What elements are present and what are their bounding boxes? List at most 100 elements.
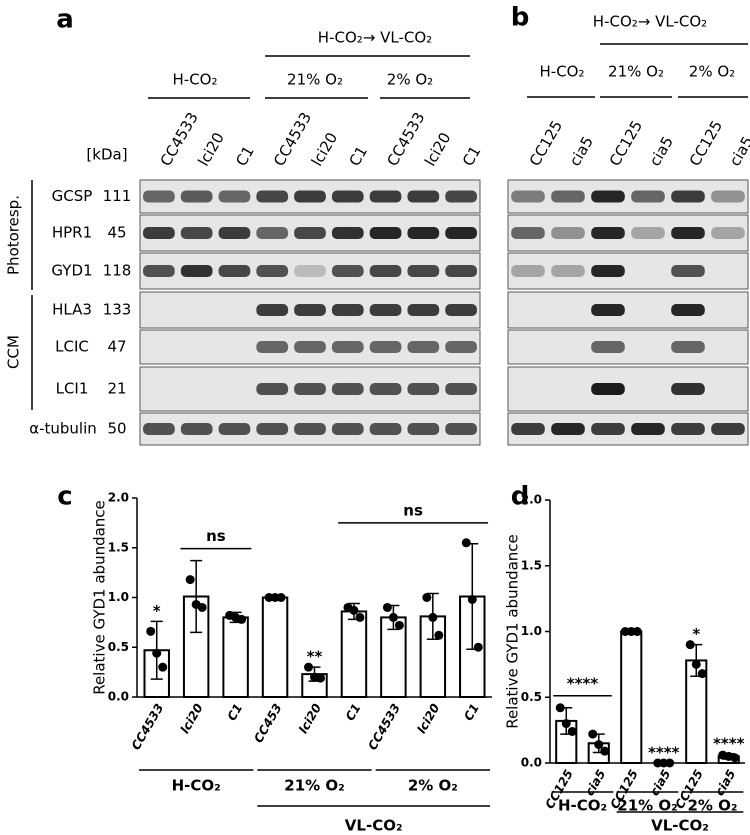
y-tick-label: 1.0 xyxy=(521,624,542,638)
blot-strip xyxy=(507,252,749,290)
band xyxy=(511,190,545,203)
x-tick-label: lci20 xyxy=(414,701,442,736)
x-tick-label: lci20 xyxy=(296,701,324,736)
replicate-point xyxy=(473,642,483,652)
blot-strip xyxy=(507,179,749,214)
y-axis-label: Relative GYD1 abundance xyxy=(504,534,522,729)
band xyxy=(294,341,326,353)
replicate-point xyxy=(685,640,695,650)
band xyxy=(331,423,364,435)
replicate-point xyxy=(422,593,432,602)
band xyxy=(551,190,585,203)
band xyxy=(407,423,440,435)
replicate-point xyxy=(588,729,598,739)
band xyxy=(219,341,251,353)
band xyxy=(407,383,440,395)
x-tick-label: cia5 xyxy=(712,767,738,798)
panel-letter: b xyxy=(511,3,530,33)
band xyxy=(407,265,440,277)
band xyxy=(143,304,175,316)
group-label: H-CO₂ xyxy=(540,63,585,81)
band xyxy=(294,383,326,395)
band xyxy=(143,265,175,277)
group-label: H-CO₂ xyxy=(173,71,218,89)
blot-strip xyxy=(507,329,749,365)
supergroup-label: VL-CO₂ xyxy=(345,817,403,835)
y-tick-label: 1.5 xyxy=(108,540,129,554)
band xyxy=(256,423,289,435)
replicate-point xyxy=(600,746,610,756)
band xyxy=(294,265,326,277)
replicate-point xyxy=(355,612,365,622)
band xyxy=(369,304,402,316)
band xyxy=(331,190,364,203)
lane-label: C1 xyxy=(232,143,258,169)
significance-label: * xyxy=(692,625,700,643)
band xyxy=(711,383,745,395)
band xyxy=(591,265,625,277)
lane-label: cia5 xyxy=(646,133,677,169)
band xyxy=(331,383,364,395)
replicate-point xyxy=(632,627,642,636)
kda-value: 50 xyxy=(107,420,126,438)
treatment-header: H-CO₂→ VL-CO₂ xyxy=(593,13,707,31)
band xyxy=(180,423,213,435)
x-tick-label: CC4533 xyxy=(365,701,403,752)
band xyxy=(256,190,289,203)
band xyxy=(256,304,289,316)
panel-letter: a xyxy=(56,5,74,35)
band xyxy=(143,383,175,395)
protein-label: HPR1 xyxy=(52,224,92,242)
band xyxy=(294,227,326,239)
band xyxy=(331,227,364,239)
significance-label: ** xyxy=(307,648,323,666)
x-tick-label: lci20 xyxy=(178,701,206,736)
bracket-label: ns xyxy=(206,527,226,545)
band xyxy=(445,383,477,395)
band xyxy=(511,383,545,395)
band xyxy=(256,265,289,277)
replicate-point xyxy=(276,593,286,602)
treatment-header: H-CO₂→ VL-CO₂ xyxy=(318,29,432,47)
band xyxy=(591,304,625,316)
supergroup-label: VL-CO₂ xyxy=(651,817,709,835)
y-tick-label: 0.0 xyxy=(108,690,129,704)
lane-label: lci20 xyxy=(308,129,341,169)
band xyxy=(631,383,665,395)
x-tick-label: C1 xyxy=(461,701,482,723)
band xyxy=(511,341,545,353)
group-label: H-CO₂ xyxy=(558,797,607,815)
lane-label: C1 xyxy=(346,143,372,169)
lane-label: lci20 xyxy=(194,129,227,169)
y-tick-label: 0.5 xyxy=(108,640,129,654)
band xyxy=(331,341,364,353)
bracket-label: ns xyxy=(403,501,423,519)
replicate-point xyxy=(691,659,701,669)
band xyxy=(591,227,625,239)
band xyxy=(143,227,175,239)
section-label: Photoresp. xyxy=(5,195,23,275)
protein-label: GYD1 xyxy=(51,262,92,280)
significance-label: * xyxy=(153,602,161,620)
bar xyxy=(222,616,249,699)
protein-label: LCIC xyxy=(55,338,89,356)
band xyxy=(143,341,175,353)
band xyxy=(711,304,745,316)
band xyxy=(711,227,745,239)
group-label: 21% O₂ xyxy=(617,797,677,815)
band xyxy=(331,304,364,316)
x-tick-label: C1 xyxy=(225,701,246,723)
replicate-point xyxy=(428,612,438,622)
band xyxy=(631,304,665,316)
group-label: 21% O₂ xyxy=(284,777,344,795)
band xyxy=(511,423,545,435)
replicate-point xyxy=(197,602,207,612)
kda-label: [kDa] xyxy=(86,146,127,164)
band xyxy=(369,265,402,277)
protein-label: α-tubulin xyxy=(29,420,97,438)
kda-value: 133 xyxy=(103,301,132,319)
kda-value: 118 xyxy=(103,262,132,280)
protein-label: LCI1 xyxy=(56,380,89,398)
band xyxy=(256,227,289,239)
band xyxy=(591,190,625,203)
